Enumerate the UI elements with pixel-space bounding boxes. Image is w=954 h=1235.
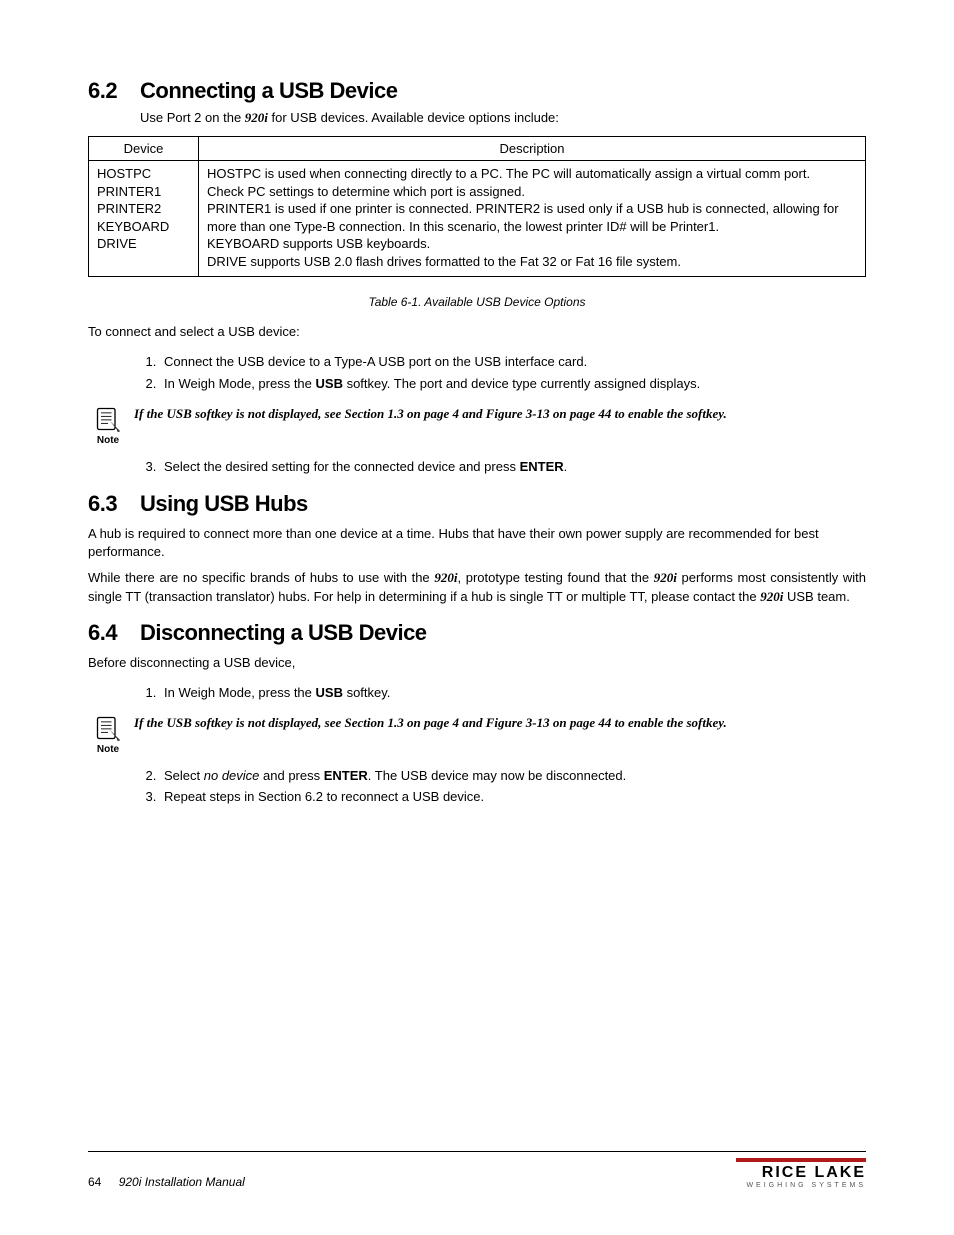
section-6-2-title: Connecting a USB Device (140, 78, 397, 103)
section-6-4-heading: 6.4Disconnecting a USB Device (88, 620, 866, 646)
list-item: Connect the USB device to a Type-A USB p… (160, 351, 866, 373)
model-name: 920i (245, 110, 268, 125)
model-name: 920i (434, 570, 457, 585)
section-6-3-p1: A hub is required to connect more than o… (88, 525, 866, 561)
list-item: Select no device and press ENTER. The US… (160, 765, 866, 787)
section-6-2-number: 6.2 (88, 78, 140, 104)
logo-accent-bar (736, 1158, 866, 1162)
section-6-4-lead: Before disconnecting a USB device, (88, 654, 866, 672)
note-label: Note (97, 744, 119, 755)
usb-keyword: USB (316, 376, 343, 391)
note-text: If the USB softkey is not displayed, see… (134, 714, 866, 732)
logo-tagline: WEIGHING SYSTEMS (736, 1182, 866, 1189)
enter-keyword: ENTER (324, 768, 368, 783)
usb-device-table: Device Description HOSTPC PRINTER1 PRINT… (88, 136, 866, 277)
footer-left: 64 920i Installation Manual (88, 1175, 245, 1189)
note-text: If the USB softkey is not displayed, see… (134, 405, 866, 423)
section-6-3-heading: 6.3Using USB Hubs (88, 491, 866, 517)
section-6-2-steps-cont: Select the desired setting for the conne… (160, 456, 866, 478)
page-footer: 64 920i Installation Manual RICE LAKE WE… (88, 1151, 866, 1189)
rice-lake-logo: RICE LAKE WEIGHING SYSTEMS (736, 1158, 866, 1189)
section-6-2-lead: To connect and select a USB device: (88, 323, 866, 341)
list-item: In Weigh Mode, press the USB softkey. (160, 682, 866, 704)
section-6-3-number: 6.3 (88, 491, 140, 517)
section-6-4-steps-cont: Select no device and press ENTER. The US… (160, 765, 866, 808)
logo-name: RICE LAKE (736, 1164, 866, 1182)
section-6-2-steps: Connect the USB device to a Type-A USB p… (160, 351, 866, 394)
section-6-2-heading: 6.2Connecting a USB Device (88, 78, 866, 104)
device-list: HOSTPC PRINTER1 PRINTER2 KEYBOARD DRIVE (97, 165, 190, 253)
model-name: 920i (760, 589, 783, 604)
section-6-4-title: Disconnecting a USB Device (140, 620, 427, 645)
section-6-4-steps: In Weigh Mode, press the USB softkey. (160, 682, 866, 704)
list-item: In Weigh Mode, press the USB softkey. Th… (160, 373, 866, 395)
list-item: Select the desired setting for the conne… (160, 456, 866, 478)
note-block: Note If the USB softkey is not displayed… (88, 405, 866, 446)
usb-keyword: USB (316, 685, 343, 700)
section-6-3-title: Using USB Hubs (140, 491, 308, 516)
list-item: Repeat steps in Section 6.2 to reconnect… (160, 786, 866, 808)
enter-keyword: ENTER (520, 459, 564, 474)
model-name: 920i (654, 570, 677, 585)
table-header-device: Device (89, 137, 199, 161)
section-6-3-p2: While there are no specific brands of hu… (88, 569, 866, 605)
table-row: HOSTPC PRINTER1 PRINTER2 KEYBOARD DRIVE … (89, 161, 866, 277)
note-label: Note (97, 435, 119, 446)
description-list: HOSTPC is used when connecting directly … (207, 165, 857, 270)
manual-title: 920i Installation Manual (119, 1175, 245, 1189)
note-icon: Note (88, 405, 128, 446)
table-header-description: Description (199, 137, 866, 161)
table-6-1-caption: Table 6-1. Available USB Device Options (88, 295, 866, 309)
note-block: Note If the USB softkey is not displayed… (88, 714, 866, 755)
section-6-2-intro: Use Port 2 on the 920i for USB devices. … (140, 110, 866, 126)
page-number: 64 (88, 1175, 101, 1189)
note-icon: Note (88, 714, 128, 755)
section-6-4-number: 6.4 (88, 620, 140, 646)
